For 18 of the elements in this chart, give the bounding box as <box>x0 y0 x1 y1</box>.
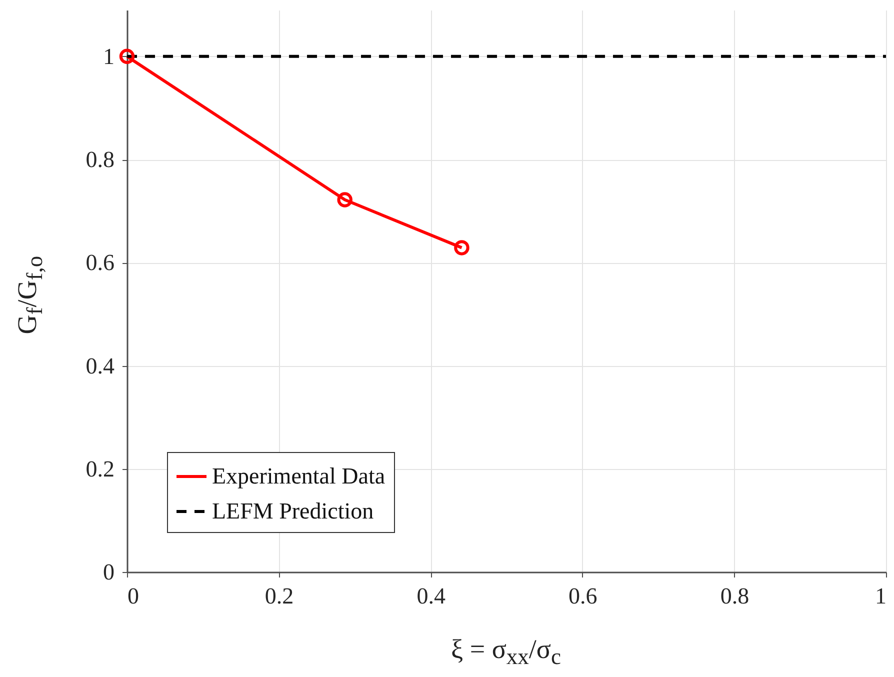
x-tick-label: 0 <box>128 584 139 608</box>
x-tick-label: 0.6 <box>568 584 598 608</box>
legend-label: Experimental Data <box>212 464 386 488</box>
x-tick-label: 1 <box>875 584 886 608</box>
legend-label: LEFM Prediction <box>212 498 374 524</box>
y-tick-label: 0.2 <box>86 456 114 482</box>
y-tick-label: 0.6 <box>86 250 114 276</box>
y-tick-label: 1 <box>103 44 114 69</box>
point <box>454 240 470 256</box>
x-tick-label: 0.2 <box>264 584 294 608</box>
x-tick-label: 0.4 <box>416 584 446 608</box>
y-tick-label: 0 <box>103 560 114 584</box>
x-axis-title: ξ = σ$_{xx}$/σ$_{c}$ <box>451 634 561 670</box>
y-tick-label: 0.8 <box>86 147 114 172</box>
point <box>337 192 352 208</box>
x-tick-label: 0.8 <box>720 584 750 608</box>
y-tick-label: 0.4 <box>86 353 115 378</box>
point <box>119 48 135 64</box>
